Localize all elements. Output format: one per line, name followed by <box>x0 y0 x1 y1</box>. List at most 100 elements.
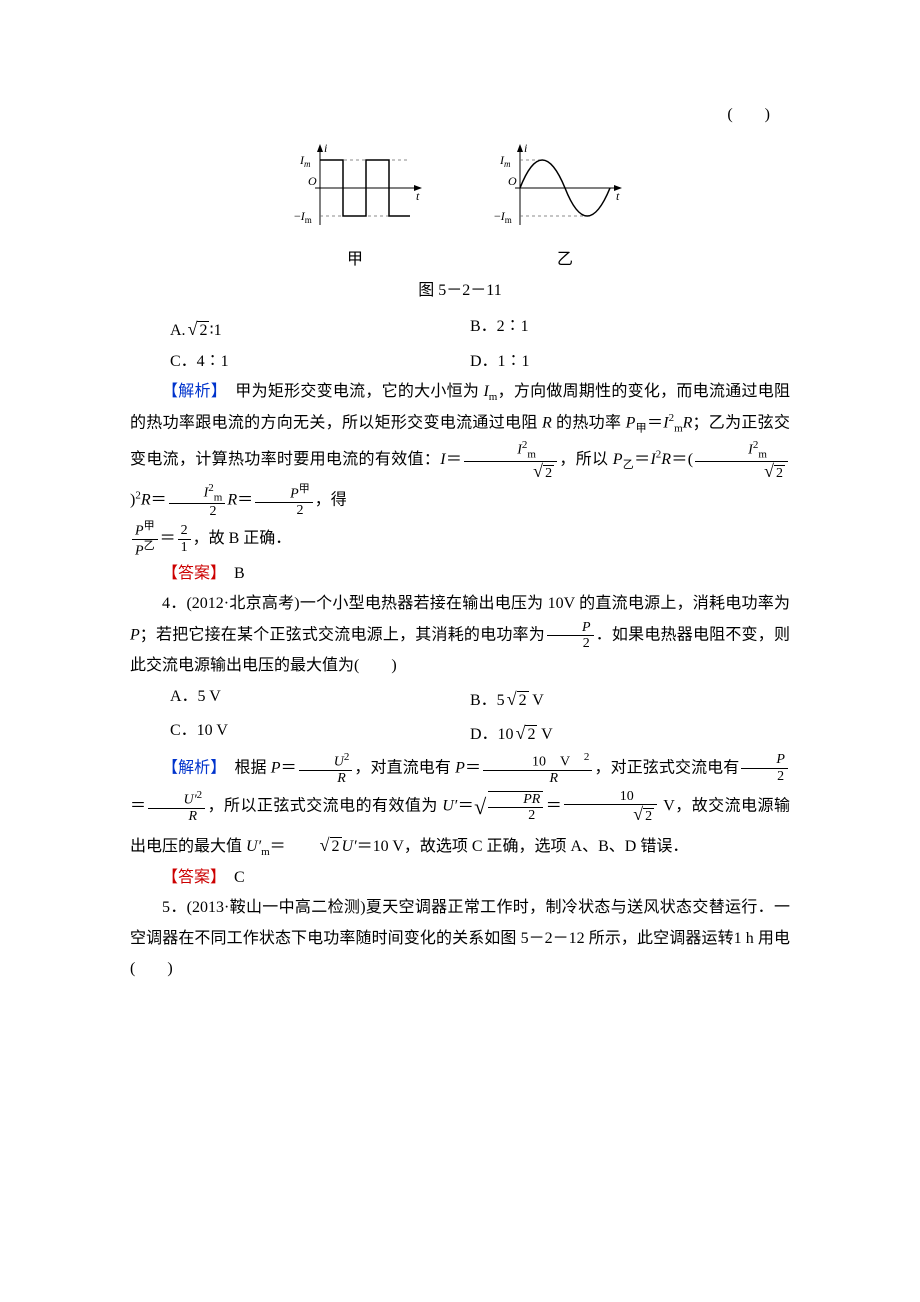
t: P <box>741 752 788 768</box>
t: ＝ <box>281 759 297 776</box>
t: ＝ <box>151 491 167 508</box>
q3-options-row2: C．4∶1 D．1∶1 <box>130 347 790 377</box>
t: P <box>135 543 144 558</box>
analysis-label: 【解析】 <box>162 383 219 400</box>
q3-option-a: A.√2∶1 <box>130 312 460 346</box>
q3-answer: 【答案】 B <box>130 559 790 589</box>
t: B．5 <box>470 692 505 709</box>
t: ＝( <box>671 451 693 468</box>
t: V <box>537 726 552 743</box>
t: 2 <box>488 808 543 823</box>
svg-text:i: i <box>324 141 327 155</box>
svg-text:−Im: −Im <box>294 209 312 225</box>
t: m <box>758 449 767 461</box>
t: 10 V <box>518 754 584 769</box>
answer-text: B <box>218 565 245 582</box>
t: 2 <box>741 769 788 784</box>
t: 2 <box>525 725 537 743</box>
t: 的热功率 <box>552 414 626 431</box>
t: m <box>674 423 683 435</box>
t: ＝ <box>545 798 562 815</box>
answer-label: 【答案】 <box>162 565 218 582</box>
t: 4．(2012·北京高考)一个小型电热器若接在输出电压为 10V 的直流电源上，… <box>162 595 790 612</box>
svg-text:i: i <box>524 141 527 155</box>
q4-option-d: D．10√2 V <box>460 716 790 750</box>
t: 根据 <box>218 759 270 776</box>
caption-right: 乙 <box>557 245 573 275</box>
t: P <box>626 414 636 431</box>
t: R <box>227 491 237 508</box>
t: ＝ <box>647 414 663 431</box>
t: 2 <box>344 751 350 763</box>
t: R <box>299 771 353 786</box>
t: m <box>527 449 536 461</box>
t: P <box>290 487 299 502</box>
q4-option-a: A．5 V <box>130 682 460 716</box>
t: ＝ <box>457 798 474 815</box>
t: ，所以正弦式交流电的有效值为 <box>207 798 442 815</box>
t: ；若把它接在某个正弦式交流电源上，其消耗的电功率为 <box>140 626 545 643</box>
q3-option-b: B．2∶1 <box>460 312 790 346</box>
t: ，故 B 正确． <box>193 530 292 547</box>
caption-left: 甲 <box>347 245 363 275</box>
t: U′ <box>342 838 357 855</box>
t: R <box>141 491 151 508</box>
opt-a-pre: A. <box>170 322 186 339</box>
t: ，所以 <box>559 451 613 468</box>
q4-option-b: B．5√2 V <box>460 682 790 716</box>
t: 乙 <box>622 459 634 471</box>
t: 2 <box>774 465 785 481</box>
svg-text:Im: Im <box>299 153 311 169</box>
caption-row: 甲 乙 <box>130 245 790 275</box>
t: P <box>130 626 140 643</box>
svg-text:O: O <box>308 174 317 188</box>
t: D．10 <box>470 726 514 743</box>
t: U′ <box>442 798 457 815</box>
t: 2 <box>255 503 313 518</box>
t: ，对正弦式交流电有 <box>594 759 739 776</box>
svg-text:O: O <box>508 174 517 188</box>
q4-answer: 【答案】 C <box>130 863 790 893</box>
t: 乙 <box>144 540 155 552</box>
q3-option-d: D．1∶1 <box>460 347 790 377</box>
t: P <box>271 759 281 776</box>
q3-analysis: 【解析】 甲为矩形交变电流，它的大小恒为 Im，方向做周期性的变化，而电流通过电… <box>130 377 790 520</box>
t: 2 <box>330 837 342 855</box>
t: P <box>135 523 144 538</box>
t: ＝ <box>237 491 253 508</box>
t: 2 <box>584 751 590 763</box>
t: V <box>529 692 544 709</box>
t: 2 <box>543 465 554 481</box>
q3-option-c: C．4∶1 <box>130 347 460 377</box>
t: 甲 <box>299 483 310 495</box>
t: ＝ <box>270 838 286 855</box>
chart-square-wave: i Im O −Im t <box>290 140 430 235</box>
t: R <box>148 809 205 824</box>
q4-options-row1: A．5 V B．5√2 V <box>130 682 790 716</box>
t: R <box>483 771 592 786</box>
answer-label: 【答案】 <box>162 869 218 886</box>
t: 10 <box>564 789 657 805</box>
t: ＝ <box>130 798 146 815</box>
t: R <box>661 451 671 468</box>
q4-stem: 4．(2012·北京高考)一个小型电热器若接在输出电压为 10V 的直流电源上，… <box>130 589 790 682</box>
q3-options-row1: A.√2∶1 B．2∶1 <box>130 312 790 346</box>
t: 甲 <box>635 423 647 435</box>
t: m <box>261 846 270 858</box>
t: ，对直流电有 <box>354 759 455 776</box>
t: R <box>683 414 693 431</box>
t: R <box>542 414 552 431</box>
t: U <box>334 754 344 769</box>
t: 1 <box>178 540 191 555</box>
t: PR <box>488 792 543 808</box>
t: 2 <box>197 789 203 801</box>
t: ＝ <box>465 759 481 776</box>
t: ，得 <box>315 491 347 508</box>
t: P <box>455 759 465 776</box>
q5-stem: 5．(2013·鞍山一中高二检测)夏天空调器正常工作时，制冷状态与送风状态交替运… <box>130 893 790 984</box>
figure-label: 图 5－2－11 <box>130 276 790 306</box>
t: ＝ <box>634 451 650 468</box>
chart-sine-wave: i Im O −Im t <box>490 140 630 235</box>
opt-a-sqrt: 2 <box>197 321 209 339</box>
q3-analysis-cont: P甲P乙＝21，故 B 正确． <box>130 520 790 559</box>
